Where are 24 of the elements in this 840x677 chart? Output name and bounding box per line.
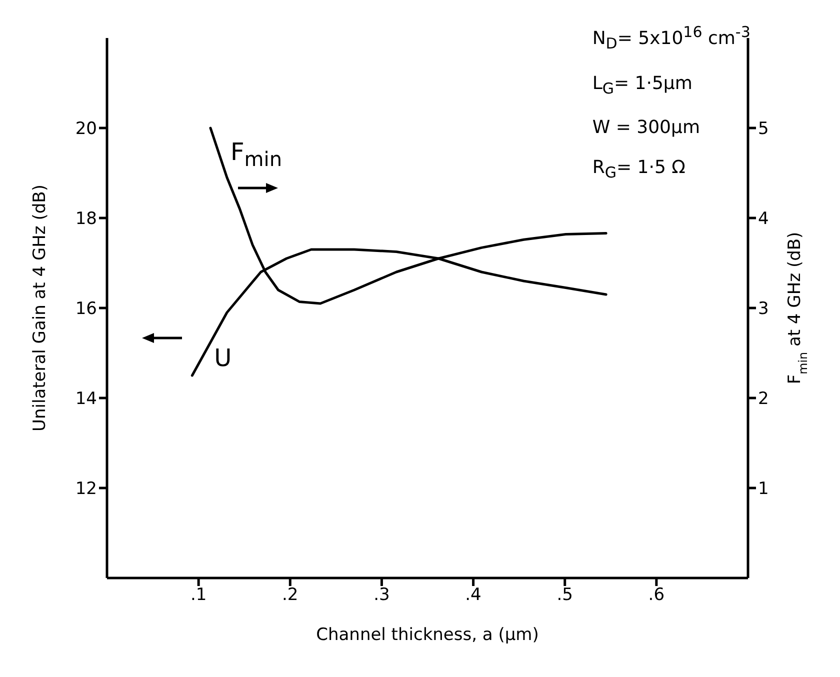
annotation: N$_{D}$= 5x10$^{16}$ cm$^{-3}$ <box>592 22 750 55</box>
x-tick-label: .2 <box>282 585 298 606</box>
annotation: L$_{G}$= 1·5μm <box>592 72 694 100</box>
y-axis-title: Unilateral Gain at 4 GHz (dB) <box>30 184 50 432</box>
y2-tick-label: 3 <box>758 299 769 320</box>
y-tick-label: 20 <box>75 119 97 140</box>
y-tick-label: 16 <box>75 299 97 320</box>
x-tick-label: .3 <box>374 585 390 606</box>
y-tick-label: 18 <box>75 209 97 230</box>
y-tick-label: 14 <box>75 389 97 410</box>
y2-tick-label: 2 <box>758 389 769 410</box>
x-tick-label: .5 <box>556 585 573 606</box>
annotation: W = 300μm <box>592 116 701 140</box>
x-tick-label: .1 <box>190 585 207 606</box>
y-tick-label: 12 <box>75 479 97 500</box>
y2-tick-label: 4 <box>758 209 769 230</box>
y2-tick-label: 5 <box>758 119 769 140</box>
x-axis-title: Channel thickness, a (μm) <box>316 625 539 645</box>
x-tick-label: .6 <box>648 585 665 606</box>
y2-tick-label: 1 <box>758 479 769 500</box>
x-tick-label: .4 <box>465 585 482 606</box>
series-label: U <box>214 344 232 372</box>
annotation: R$_{G}$= 1·5 Ω <box>592 156 686 184</box>
series-label: F$_{min}$ <box>230 138 282 171</box>
